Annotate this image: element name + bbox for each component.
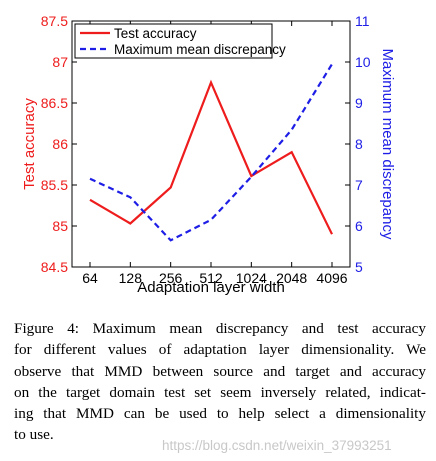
caption-line: Figure 4: Maximum mean discrepancy and t… bbox=[14, 320, 426, 337]
legend-label: Maximum mean discrepancy bbox=[114, 42, 286, 57]
watermark: https://blog.csdn.net/weixin_37993251 bbox=[162, 438, 392, 453]
x-tick-label: 256 bbox=[159, 270, 183, 286]
x-tick-label: 128 bbox=[119, 270, 143, 286]
x-tick-label: 64 bbox=[82, 270, 98, 286]
left-tick-label: 86 bbox=[52, 136, 68, 152]
accuracy-series-line bbox=[89, 79, 333, 235]
left-axis-label: Test accuracy bbox=[21, 98, 38, 190]
right-tick-label: 5 bbox=[355, 259, 363, 275]
x-axis-label: Adaptation layer width bbox=[137, 279, 285, 296]
caption-line: to use. bbox=[14, 426, 54, 444]
caption-line: observe that MMD between source and targ… bbox=[14, 362, 426, 380]
legend-label: Test accuracy bbox=[114, 26, 197, 41]
caption-line: for different values of adaptation layer… bbox=[14, 341, 426, 359]
x-tick-label: 512 bbox=[199, 270, 223, 286]
left-tick-label: 86.5 bbox=[41, 95, 68, 111]
right-tick-label: 10 bbox=[355, 54, 371, 70]
left-tick-label: 85 bbox=[52, 218, 68, 234]
left-tick-label: 85.5 bbox=[41, 177, 68, 193]
x-tick-label: 2048 bbox=[276, 270, 307, 286]
right-axis-label: Maximum mean discrepancy bbox=[379, 49, 396, 240]
right-tick-label: 7 bbox=[355, 177, 363, 193]
right-tick-label: 11 bbox=[355, 13, 370, 29]
dual-axis-line-chart: 84.5 85 85.5 86 86.5 87 87.5 5 6 7 8 9 10 11 64 128 25… bbox=[21, 13, 396, 296]
right-tick-label: 8 bbox=[355, 136, 363, 152]
right-tick-label: 6 bbox=[355, 218, 363, 234]
left-tick-label: 84.5 bbox=[41, 259, 68, 275]
left-tick-label: 87 bbox=[52, 54, 68, 70]
legend-box bbox=[74, 23, 273, 59]
right-tick-label: 9 bbox=[355, 95, 363, 111]
figure-caption: Figure 4: Maximum mean discrepancy and t… bbox=[14, 318, 426, 446]
caption-line: on the target domain test set seem inver… bbox=[14, 383, 426, 401]
x-tick-label: 1024 bbox=[236, 270, 267, 286]
left-tick-label: 87.5 bbox=[41, 13, 68, 29]
mmd-series-line bbox=[89, 63, 333, 242]
x-tick-label: 4096 bbox=[316, 270, 347, 286]
caption-line: ing that MMD can be used to help select … bbox=[14, 405, 426, 423]
